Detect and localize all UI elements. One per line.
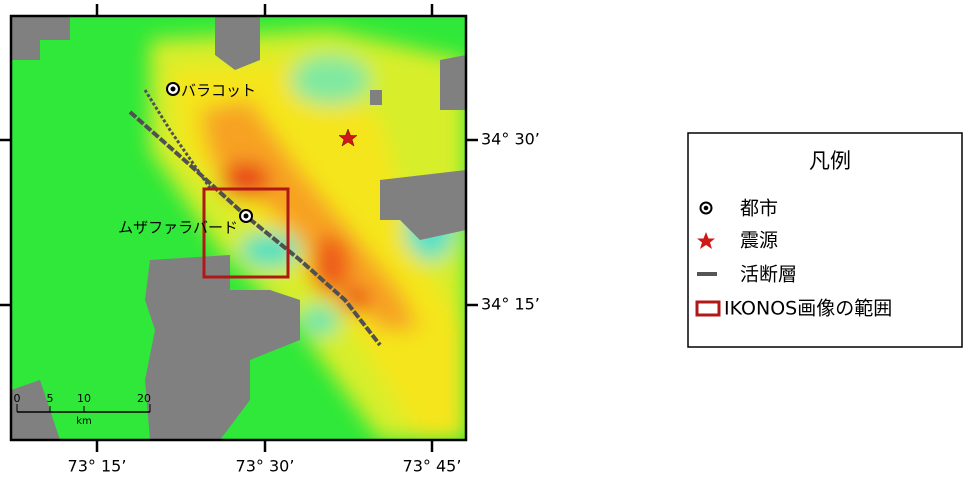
legend-title: 凡例 [809,149,851,173]
city-label: バラコット [181,82,256,100]
map-figure: バラコット ムザファラバード 0 5 10 20 km 73° 15’ 73° … [0,0,963,481]
longitude-label: 73° 15’ [68,457,127,476]
scale-label: 5 [47,392,54,405]
legend-item: 震源 [740,230,778,252]
legend-item: 都市 [740,198,778,220]
legend-item: 活断層 [740,264,797,286]
legend: 凡例 都市 震源 活断層 IKONOS画像の範囲 [688,133,962,347]
city-label: ムザファラバード [118,219,238,237]
latitude-label: 34° 30’ [481,130,540,149]
scale-label: 10 [77,392,91,405]
longitude-label: 73° 45’ [403,457,462,476]
city-marker [240,210,252,222]
raster: バラコット ムザファラバード 0 5 10 20 km [11,16,466,440]
scale-unit: km [76,416,92,427]
scale-label: 20 [137,392,151,405]
scale-label: 0 [14,392,21,405]
city-marker [167,83,179,95]
latitude-label: 34° 15’ [481,295,540,314]
longitude-label: 73° 30’ [236,457,295,476]
page: バラコット ムザファラバード 0 5 10 20 km 73° 15’ 73° … [0,0,963,485]
legend-item: IKONOS画像の範囲 [724,298,892,320]
